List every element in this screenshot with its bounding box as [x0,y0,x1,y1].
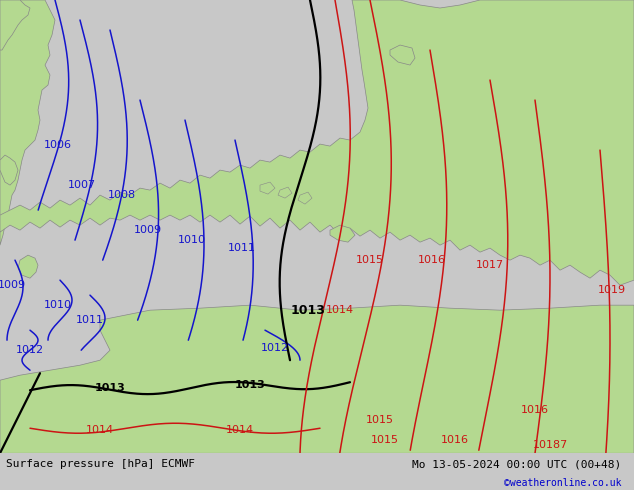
Text: 1013: 1013 [235,380,266,390]
Text: 1009: 1009 [134,225,162,235]
Text: 1015: 1015 [371,435,399,445]
Text: 1006: 1006 [44,140,72,150]
Text: 1007: 1007 [68,180,96,190]
Polygon shape [0,0,634,285]
Text: 1017: 1017 [476,260,504,270]
Text: 1011: 1011 [76,315,104,325]
Text: 1009: 1009 [0,280,26,290]
Text: 1014: 1014 [226,425,254,435]
Polygon shape [0,155,18,185]
Polygon shape [18,255,38,278]
Polygon shape [278,187,292,198]
Text: Mo 13-05-2024 00:00 UTC (00+48): Mo 13-05-2024 00:00 UTC (00+48) [412,459,621,469]
Polygon shape [330,225,355,242]
Polygon shape [298,192,312,204]
Text: 1010: 1010 [178,235,206,245]
Text: 1010: 1010 [44,300,72,310]
Polygon shape [0,0,55,245]
Text: 1016: 1016 [441,435,469,445]
Polygon shape [0,0,30,50]
Text: 1012: 1012 [16,345,44,355]
Text: 1019: 1019 [598,285,626,295]
Text: 1016: 1016 [521,405,549,415]
Polygon shape [0,305,634,453]
Polygon shape [260,182,275,194]
Text: 1014: 1014 [326,305,354,315]
Text: 1015: 1015 [366,415,394,425]
Text: 1015: 1015 [356,255,384,265]
Text: 1014: 1014 [86,425,114,435]
Text: Surface pressure [hPa] ECMWF: Surface pressure [hPa] ECMWF [6,459,195,469]
Text: ©weatheronline.co.uk: ©weatheronline.co.uk [504,478,621,489]
Text: 1012: 1012 [261,343,289,353]
Text: 1013: 1013 [290,304,325,317]
Text: 10187: 10187 [533,440,567,450]
Text: 1013: 1013 [94,383,126,393]
Text: 1008: 1008 [108,190,136,200]
Text: 1011: 1011 [228,243,256,253]
Polygon shape [390,45,415,65]
Text: 1016: 1016 [418,255,446,265]
